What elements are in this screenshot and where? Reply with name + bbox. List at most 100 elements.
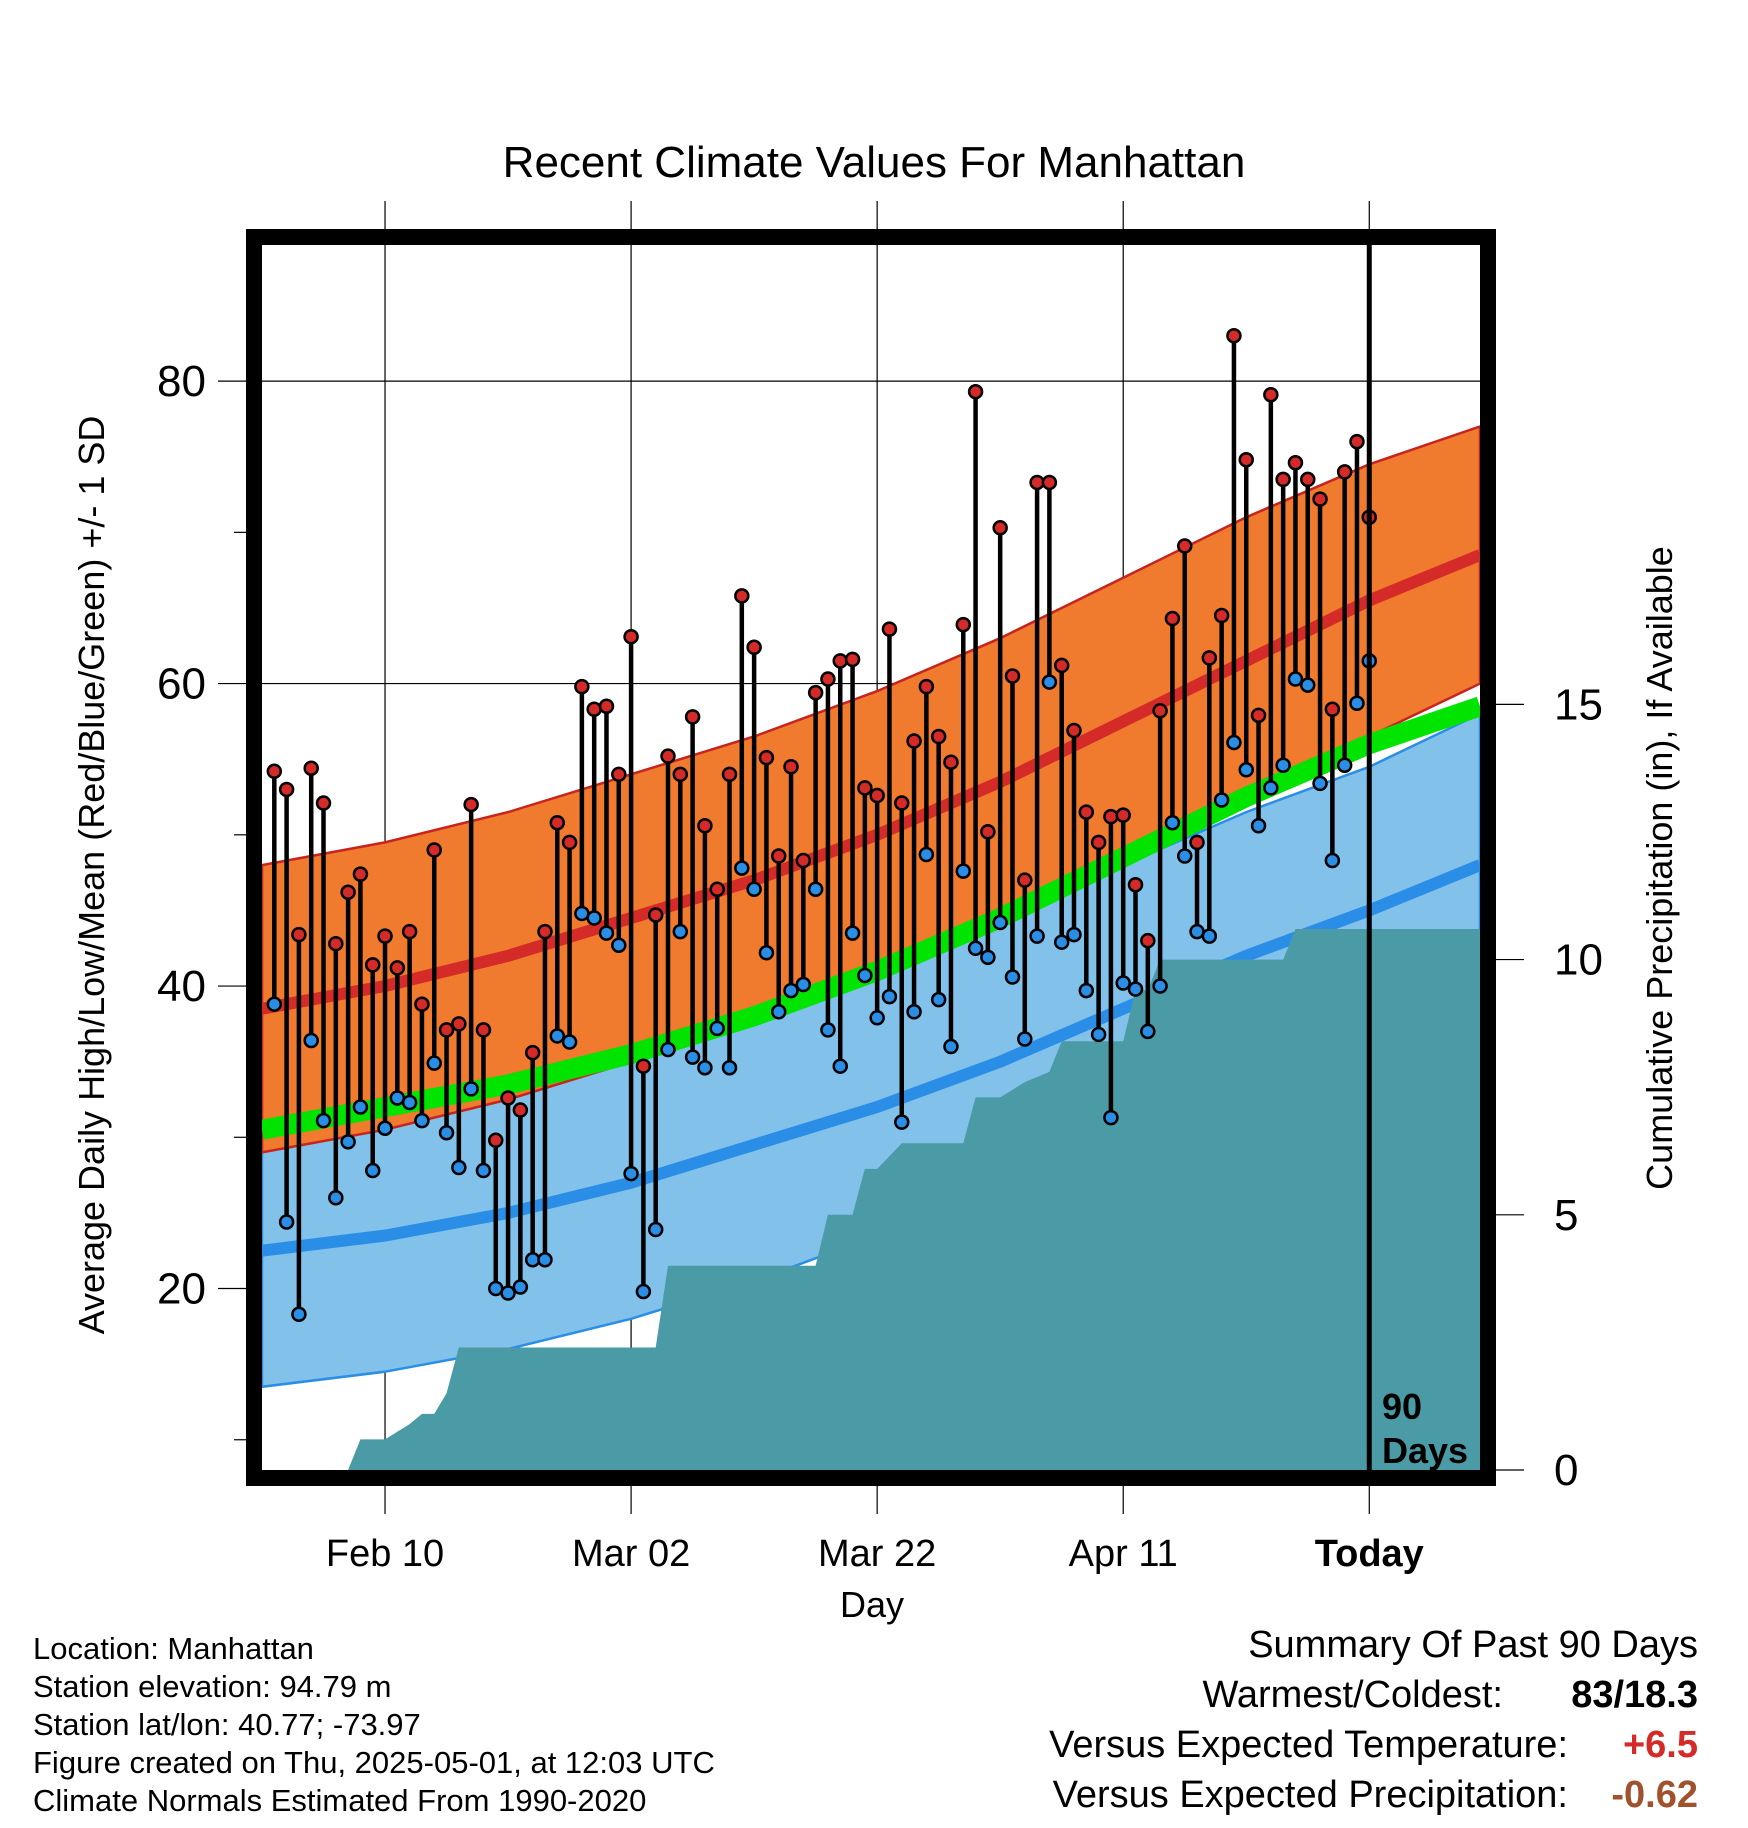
low-point — [1275, 757, 1291, 773]
x-tick-label: Mar 22 — [818, 1533, 936, 1575]
high-point — [438, 1022, 455, 1038]
daily-range-stems — [272, 335, 1372, 1315]
x-tick-label: Today — [1315, 1533, 1424, 1575]
high-point — [1152, 703, 1168, 719]
low-point — [881, 988, 898, 1005]
high-point — [623, 628, 639, 645]
high-point — [414, 996, 430, 1012]
low-point — [401, 1094, 418, 1111]
high-point — [881, 621, 898, 637]
high-point — [930, 728, 947, 745]
low-point — [1066, 926, 1082, 943]
high-point — [1103, 808, 1119, 825]
station-info: Location: Manhattan Station elevation: 9… — [33, 1630, 715, 1820]
high-point — [598, 698, 615, 715]
high-point — [709, 881, 725, 898]
low-point — [697, 1059, 713, 1076]
high-point — [992, 520, 1008, 536]
high-point — [783, 759, 799, 775]
high-point — [315, 795, 332, 811]
low-point — [389, 1090, 406, 1106]
y-tick-label-left: 20 — [157, 1265, 206, 1314]
low-point — [992, 914, 1008, 931]
low-point — [1140, 1023, 1156, 1040]
high-point — [586, 701, 602, 718]
low-point — [340, 1134, 356, 1150]
low-point — [549, 1028, 566, 1044]
today-marker-line2: Days — [1382, 1430, 1469, 1471]
high-point — [401, 923, 418, 940]
high-point — [746, 639, 762, 656]
low-point — [672, 923, 689, 940]
low-point — [315, 1112, 332, 1129]
low-point — [524, 1252, 541, 1268]
low-point — [303, 1032, 319, 1049]
high-point — [611, 766, 627, 783]
high-point — [980, 824, 996, 840]
low-point — [623, 1165, 639, 1182]
precip-departure-value: -0.62 — [1611, 1774, 1698, 1816]
low-point — [561, 1034, 578, 1050]
high-point — [635, 1058, 652, 1074]
plot-frame — [246, 229, 1496, 1486]
low-point — [1336, 757, 1353, 773]
high-point — [1201, 650, 1218, 666]
high-point — [918, 678, 935, 695]
high-point — [266, 763, 283, 780]
low-point — [438, 1124, 455, 1141]
low-point — [869, 1010, 885, 1026]
low-point — [266, 996, 283, 1012]
low-point — [758, 945, 775, 961]
high-point — [1287, 455, 1304, 471]
low-point — [1103, 1109, 1119, 1126]
low-point — [746, 881, 762, 898]
high-point — [488, 1132, 504, 1149]
low-point — [414, 1112, 430, 1129]
low-point — [451, 1159, 467, 1176]
high-point — [1263, 386, 1279, 403]
low-point — [1324, 852, 1341, 869]
y-tick-label-right: 15 — [1554, 680, 1603, 729]
low-point — [1287, 671, 1304, 687]
low-point — [1263, 780, 1279, 796]
precip-area — [348, 929, 1481, 1470]
high-point — [820, 671, 836, 687]
high-point — [451, 1016, 467, 1032]
low-point — [377, 1120, 393, 1136]
x-axis-label: Day — [840, 1584, 905, 1625]
high-point — [1004, 668, 1021, 684]
high-point — [943, 754, 959, 770]
today-marker-line1: 90 — [1382, 1386, 1423, 1427]
low-point — [475, 1162, 492, 1179]
high-point — [1300, 471, 1316, 488]
low-point — [574, 905, 590, 922]
low-point — [1004, 969, 1021, 985]
high-point — [352, 866, 369, 882]
low-point — [1029, 928, 1045, 944]
high-point — [364, 957, 381, 973]
high-point — [1226, 327, 1242, 344]
high-point — [1164, 610, 1181, 627]
high-point — [524, 1044, 541, 1061]
high-point — [1250, 707, 1267, 724]
low-point — [291, 1306, 307, 1322]
low-point — [586, 910, 602, 926]
low-point — [1053, 934, 1070, 950]
low-point — [894, 1114, 910, 1130]
low-point — [980, 949, 996, 966]
high-point — [1312, 491, 1328, 507]
low-point — [955, 863, 972, 879]
low-point — [488, 1280, 504, 1297]
high-point — [1349, 433, 1365, 450]
high-point — [770, 848, 787, 864]
high-point — [463, 796, 479, 813]
low-point — [1238, 762, 1254, 778]
high-point — [734, 588, 750, 604]
high-point — [549, 814, 566, 831]
low-point — [930, 991, 947, 1008]
high-point — [832, 653, 848, 669]
low-point — [635, 1283, 652, 1300]
x-tick-label: Feb 10 — [326, 1533, 444, 1575]
high-point — [291, 926, 307, 943]
